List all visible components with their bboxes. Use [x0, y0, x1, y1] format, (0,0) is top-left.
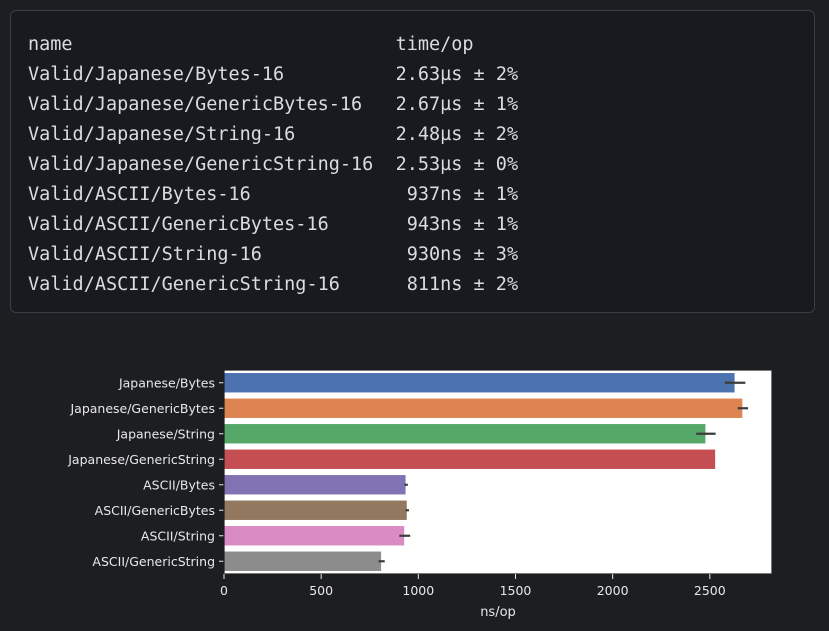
bar [223, 372, 736, 394]
benchmark-name: Valid/Japanese/Bytes-16 [28, 64, 285, 85]
bar [223, 423, 707, 445]
x-tick-label: 500 [309, 583, 333, 598]
bar [223, 525, 406, 547]
benchmark-name: Valid/Japanese/GenericBytes-16 [28, 94, 363, 115]
benchmark-time: 2.67µs ± 1% [395, 94, 519, 115]
benchmark-name: Valid/ASCII/GenericBytes-16 [28, 214, 329, 235]
category-label: ASCII/String [141, 528, 215, 543]
table-row: Valid/ASCII/Bytes-16 937ns ± 1% [28, 180, 518, 210]
benchmark-name: Valid/Japanese/String-16 [28, 124, 296, 145]
benchmark-name: Valid/Japanese/GenericString-16 [28, 154, 374, 175]
table-row: Valid/Japanese/Bytes-16 2.63µs ± 2% [28, 60, 518, 90]
category-label: ASCII/GenericString [92, 554, 215, 569]
column-header-name: name [28, 34, 73, 55]
table-row: Valid/ASCII/String-16 930ns ± 3% [28, 240, 518, 270]
category-label: Japanese/GenericString [67, 452, 215, 467]
benchmark-time: 811ns ± 2% [406, 274, 519, 295]
benchmark-time: 930ns ± 3% [406, 244, 519, 265]
category-label: Japanese/Bytes [118, 375, 215, 390]
category-label: ASCII/Bytes [143, 477, 215, 492]
bar [223, 448, 717, 470]
table-header-row: name time/op [28, 30, 518, 60]
table-row: Valid/ASCII/GenericString-16 811ns ± 2% [28, 270, 518, 300]
benchmark-time: 937ns ± 1% [406, 184, 519, 205]
bar [223, 550, 383, 572]
table-row: Valid/Japanese/GenericBytes-16 2.67µs ± … [28, 90, 518, 120]
x-tick-label: 0 [220, 583, 228, 598]
benchmark-code-block: name time/op Valid/Japanese/Bytes-16 2.63… [10, 10, 815, 313]
plot-frame [223, 369, 773, 575]
benchmark-name: Valid/ASCII/String-16 [28, 244, 262, 265]
bar [223, 499, 408, 521]
x-tick-label: 2500 [694, 583, 726, 598]
bar-chart: Japanese/Bytes Japanese/GenericBytes Japan… [67, 369, 773, 620]
table-row: Valid/Japanese/GenericString-16 2.53µs ±… [28, 150, 518, 180]
x-tick-label: 2000 [597, 583, 629, 598]
column-header-time: time/op [395, 34, 474, 55]
benchmark-name: Valid/ASCII/Bytes-16 [28, 184, 251, 205]
benchmark-name: Valid/ASCII/GenericString-16 [28, 274, 340, 295]
benchmark-time: 2.48µs ± 2% [395, 124, 519, 145]
category-label: Japanese/String [116, 426, 215, 441]
benchmark-time: 943ns ± 1% [406, 214, 519, 235]
x-axis-title: ns/op [480, 605, 516, 620]
table-row: Valid/ASCII/GenericBytes-16 943ns ± 1% [28, 210, 518, 240]
category-label: ASCII/GenericBytes [95, 503, 215, 518]
benchmark-time: 2.63µs ± 2% [395, 64, 519, 85]
x-tick-label: 1000 [402, 583, 434, 598]
x-tick-label: 1500 [500, 583, 532, 598]
bar [223, 397, 744, 419]
benchmark-table-text: name time/op Valid/Japanese/Bytes-16 2.63… [28, 30, 518, 300]
benchmark-time: 2.53µs ± 0% [395, 154, 519, 175]
bar [223, 474, 407, 496]
category-label: Japanese/GenericBytes [69, 401, 215, 416]
table-row: Valid/Japanese/String-16 2.48µs ± 2% [28, 120, 518, 150]
